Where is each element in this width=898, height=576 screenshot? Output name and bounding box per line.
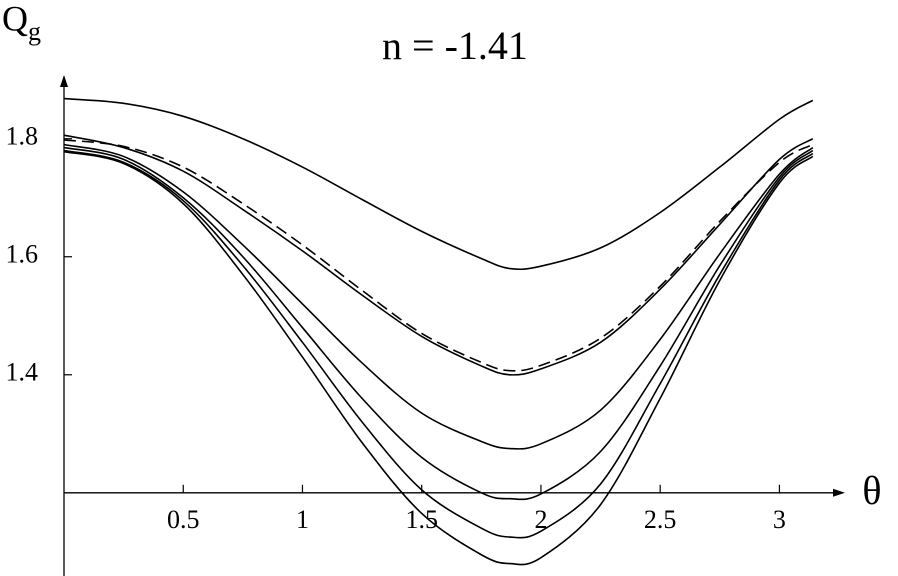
x-tick-label: 3: [773, 505, 786, 534]
curve: [63, 149, 814, 539]
y-axis-arrow: [60, 75, 68, 87]
y-tick-label: 1.8: [6, 122, 39, 151]
chart-title: n = -1.41: [382, 23, 528, 68]
x-axis-arrow: [833, 488, 845, 497]
x-tick-label: 2: [534, 505, 547, 534]
y-axis-label: Q: [2, 0, 28, 38]
y-axis-label-subscript: g: [28, 17, 41, 46]
curve: [63, 97, 814, 271]
curve: [63, 139, 814, 372]
curve: [63, 134, 814, 376]
y-tick-label: 1.6: [6, 240, 39, 269]
x-tick-label: 1: [296, 505, 309, 534]
x-tick-label: 0.5: [167, 505, 200, 534]
x-tick-label: 2.5: [644, 505, 677, 534]
curve: [63, 143, 814, 450]
x-tick-label: 1.5: [405, 505, 438, 534]
curve: [63, 150, 814, 566]
y-tick-label: 1.4: [6, 358, 39, 387]
x-axis-label: θ: [862, 468, 881, 513]
curve: [63, 146, 814, 501]
